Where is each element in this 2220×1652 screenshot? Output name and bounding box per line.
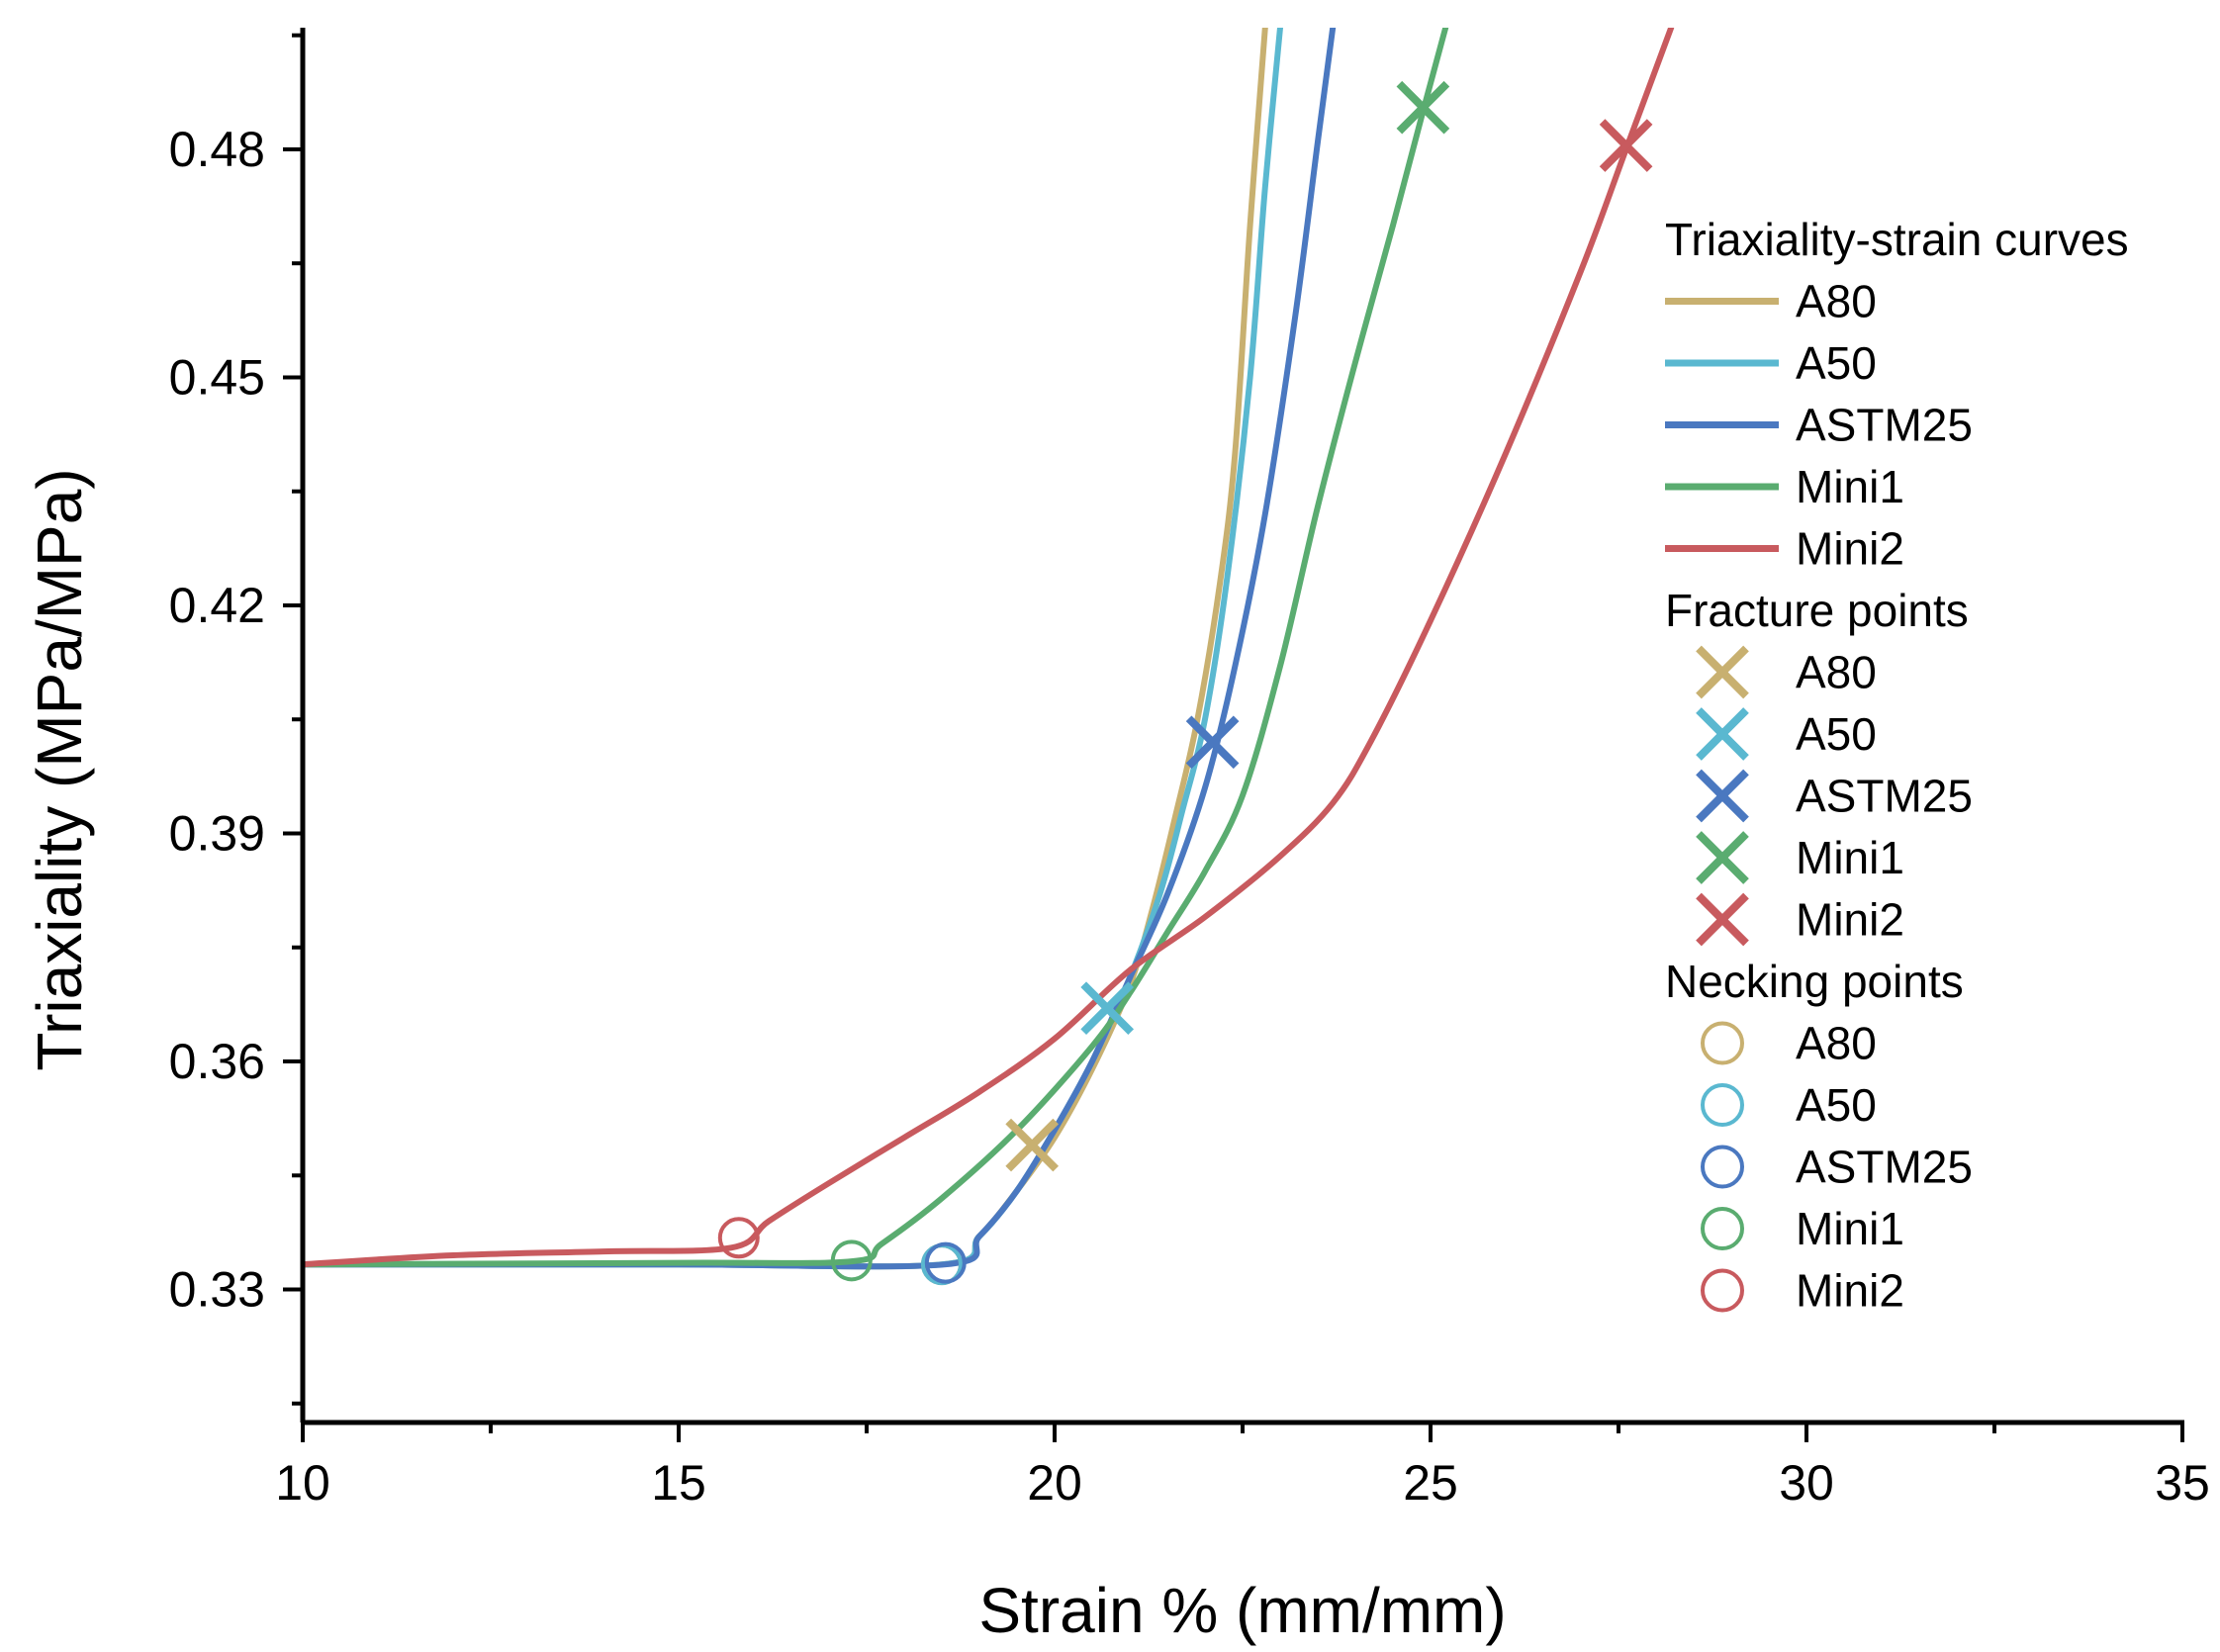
fracture-point-a50-stroke-b bbox=[1080, 981, 1135, 1036]
legend-circle-astm25-label: ASTM25 bbox=[1796, 1142, 1973, 1193]
x-axis-title: Strain % (mm/mm) bbox=[978, 1575, 1506, 1646]
legend-x-a50-swatch-stroke-b bbox=[1696, 707, 1749, 761]
x-tick-label: 25 bbox=[1403, 1455, 1458, 1511]
y-tick-label: 0.39 bbox=[169, 805, 265, 861]
fracture-point-a80-stroke-b bbox=[1005, 1118, 1060, 1172]
legend-line-a50-label: A50 bbox=[1796, 337, 1877, 389]
fracture-point-astm25-stroke-b bbox=[1185, 715, 1240, 770]
necking-point-astm25 bbox=[924, 1241, 967, 1284]
legend-x-a50-swatch bbox=[1696, 707, 1749, 761]
plot-markers bbox=[717, 80, 1653, 1286]
fracture-point-mini1-stroke-b bbox=[1396, 80, 1450, 135]
y-tick-label: 0.42 bbox=[169, 578, 265, 633]
legend-x-a80-swatch-stroke-b bbox=[1696, 645, 1749, 699]
legend-line-a80-label: A80 bbox=[1796, 276, 1877, 327]
x-tick-label: 20 bbox=[1027, 1455, 1082, 1511]
legend-title-line: Triaxiality-strain curves bbox=[1665, 214, 2129, 265]
legend-circle-mini2-label: Mini2 bbox=[1796, 1265, 1904, 1317]
legend-x-a80-swatch bbox=[1696, 645, 1749, 699]
y-tick-label: 0.45 bbox=[169, 349, 265, 405]
x-tick-label: 35 bbox=[2155, 1455, 2210, 1511]
necking-point-mini1 bbox=[830, 1239, 873, 1282]
legend-x-mini1-label: Mini1 bbox=[1796, 832, 1904, 883]
legend-circle-a50-label: A50 bbox=[1796, 1079, 1877, 1131]
fracture-point-a80 bbox=[1005, 1118, 1060, 1172]
legend-x-astm25-label: ASTM25 bbox=[1796, 771, 1973, 822]
legend-line-mini1-label: Mini1 bbox=[1796, 461, 1904, 512]
y-tick-label: 0.33 bbox=[169, 1262, 265, 1318]
curve-mini2 bbox=[303, 28, 1675, 1268]
curve-a80 bbox=[303, 28, 1268, 1270]
legend-x-mini1-swatch-stroke-b bbox=[1696, 831, 1749, 884]
fracture-point-astm25 bbox=[1185, 715, 1240, 770]
legend-line-astm25-label: ASTM25 bbox=[1796, 400, 1973, 451]
fracture-point-mini1 bbox=[1396, 80, 1450, 135]
y-tick-label: 0.48 bbox=[169, 122, 265, 177]
curve-mini1 bbox=[303, 28, 1449, 1268]
legend-circle-mini1-swatch bbox=[1701, 1207, 1744, 1250]
legend-x-astm25-swatch bbox=[1696, 769, 1749, 823]
y-tick-label: 0.36 bbox=[169, 1034, 265, 1089]
fracture-point-mini2-stroke-b bbox=[1599, 119, 1653, 172]
x-tick-label: 10 bbox=[275, 1455, 330, 1511]
plot-series bbox=[303, 28, 1675, 1270]
legend-x-astm25-swatch-stroke-b bbox=[1696, 769, 1749, 823]
legend-x-mini2-label: Mini2 bbox=[1796, 894, 1904, 946]
legend-circle-mini1-label: Mini1 bbox=[1796, 1203, 1904, 1254]
curve-astm25 bbox=[303, 28, 1337, 1270]
legend-circle-a50-swatch bbox=[1701, 1083, 1744, 1127]
legend: Triaxiality-strain curves A80 A50 ASTM25 Min… bbox=[1665, 214, 2129, 1317]
x-ticks: 10 15 20 25 30 35 bbox=[275, 1423, 2210, 1511]
legend-line-mini2-label: Mini2 bbox=[1796, 523, 1904, 575]
y-axis-title: Triaxiality (MPa/MPa) bbox=[24, 468, 95, 1070]
x-tick-label: 30 bbox=[1779, 1455, 1834, 1511]
y-ticks: 0.33 0.36 0.39 0.42 0.45 0.48 bbox=[169, 33, 303, 1406]
legend-x-mini2-swatch bbox=[1696, 892, 1749, 947]
legend-x-mini2-swatch-stroke-b bbox=[1696, 892, 1749, 947]
legend-circle-mini2-swatch bbox=[1701, 1268, 1744, 1313]
legend-circle-a80-swatch bbox=[1701, 1021, 1744, 1065]
necking-point-mini2 bbox=[717, 1217, 760, 1259]
legend-circle-a80-label: A80 bbox=[1796, 1018, 1877, 1069]
legend-title-x: Fracture points bbox=[1665, 585, 1969, 636]
x-tick-label: 15 bbox=[651, 1455, 706, 1511]
legend-x-a50-label: A50 bbox=[1796, 708, 1877, 760]
curve-a50 bbox=[303, 28, 1283, 1270]
legend-circle-astm25-swatch bbox=[1701, 1145, 1744, 1189]
fracture-point-a50 bbox=[1080, 981, 1135, 1036]
legend-x-a80-label: A80 bbox=[1796, 647, 1877, 698]
legend-x-mini1-swatch bbox=[1696, 831, 1749, 884]
legend-title-circle: Necking points bbox=[1665, 956, 1964, 1007]
fracture-point-mini2 bbox=[1599, 119, 1653, 172]
